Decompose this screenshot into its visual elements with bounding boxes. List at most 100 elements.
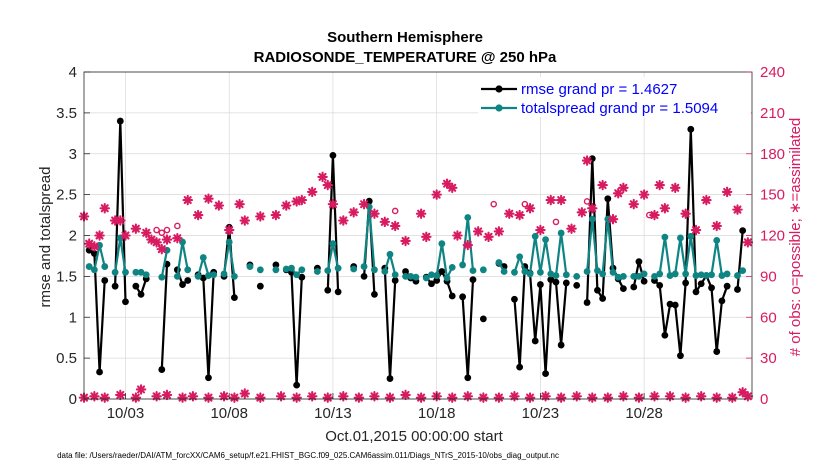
- totalspread-point: [500, 268, 508, 275]
- obs-assimilated-point: [535, 224, 546, 236]
- obs-assimilated-low-point: [291, 392, 302, 403]
- obs-assimilated-low-point-stroke: [557, 393, 566, 402]
- totalspread-point: [619, 272, 627, 280]
- obs-assimilated-point: [618, 182, 629, 194]
- obs-assimilated-low-point: [99, 392, 110, 403]
- chart-title-line1: Southern Hemisphere: [327, 29, 483, 46]
- obs-assimilated-point-stroke: [370, 209, 379, 218]
- obs-assimilated-low-point-stroke: [178, 393, 187, 402]
- obs-assimilated-point-stroke: [204, 194, 213, 203]
- x-tick-label: 10/13: [314, 405, 352, 422]
- obs-assimilated-point: [431, 189, 442, 200]
- totalspread-point: [407, 272, 415, 280]
- obs-assimilated-point: [389, 220, 401, 232]
- totalspread-point: [702, 272, 710, 279]
- obs-assimilated-point-stroke: [494, 227, 503, 236]
- grid: [84, 71, 752, 400]
- obs-assimilated-point: [462, 239, 474, 251]
- obs-assimilated-low-point-stroke: [463, 392, 472, 401]
- footnote: data file: /Users/raeder/DAI/ATM_forcXX/…: [57, 451, 559, 460]
- rmse-point: [386, 375, 394, 382]
- totalspread-point: [90, 266, 98, 274]
- totalspread-point: [371, 266, 378, 274]
- totalspread-point: [282, 265, 290, 273]
- obs-assimilated-point-stroke: [546, 196, 555, 205]
- totalspread-point: [469, 267, 477, 275]
- obs-assimilated-point: [296, 194, 308, 206]
- totalspread-point: [324, 267, 332, 275]
- y-tick-left-label: 3: [69, 146, 77, 163]
- obs-possible-series: [153, 198, 653, 237]
- rmse-point: [334, 288, 342, 296]
- rmse-point: [137, 290, 145, 298]
- obs-assimilated-point: [711, 220, 722, 232]
- totalspread-point: [402, 272, 409, 280]
- obs-assimilated-point: [669, 182, 681, 194]
- totalspread-point: [526, 270, 534, 278]
- totalspread-point: [511, 268, 518, 276]
- obs-assimilated-low-point-stroke: [162, 390, 172, 399]
- rmse-point: [557, 341, 565, 349]
- obs-assimilated-point: [638, 189, 650, 200]
- obs-assimilated-point-stroke: [157, 245, 166, 254]
- obs-assimilated-point-stroke: [194, 211, 203, 220]
- obs-assimilated-low-point-stroke: [401, 390, 410, 399]
- totalspread-line: [160, 249, 169, 278]
- obs-assimilated-point: [607, 213, 619, 225]
- totalspread-point: [516, 253, 524, 261]
- totalspread-point: [547, 270, 555, 278]
- obs-assimilated-point-stroke: [557, 196, 566, 205]
- legend: rmse grand pr = 1.4627 totalspread grand…: [478, 77, 751, 117]
- rmse-point: [111, 282, 119, 290]
- obs-assimilated-point-stroke: [640, 190, 649, 199]
- rmse-point: [671, 301, 679, 309]
- totalspread-point: [184, 266, 192, 274]
- obs-assimilated-point-stroke: [256, 212, 265, 221]
- obs-assimilated-low-point: [353, 392, 365, 403]
- obs-assimilated-point: [732, 204, 743, 215]
- obs-assimilated-low-point-stroke: [131, 393, 140, 402]
- totalspread-point: [381, 268, 389, 275]
- obs-assimilated-point-stroke: [422, 232, 431, 241]
- totalspread-point: [573, 272, 581, 280]
- totalspread-point: [692, 272, 700, 279]
- y-tick-left-label: 2.5: [56, 187, 77, 204]
- totalspread-point: [682, 270, 690, 278]
- rmse-point: [90, 250, 98, 257]
- totalspread-point: [142, 271, 150, 279]
- totalspread-point: [542, 236, 549, 243]
- totalspread-point: [588, 215, 596, 223]
- totalspread-point: [391, 271, 399, 279]
- obs-assimilated-point-stroke: [505, 209, 514, 218]
- rmse-point: [542, 370, 549, 378]
- rmse-point: [132, 282, 140, 290]
- y-tick-right-label: 180: [760, 146, 785, 163]
- totalspread-point: [640, 270, 648, 278]
- totalspread-point: [448, 263, 456, 271]
- obs-assimilated-point: [649, 209, 660, 221]
- obs-assimilated-low-point-stroke: [572, 392, 581, 401]
- totalspread-point: [111, 268, 119, 276]
- obs-assimilated-point-stroke: [691, 226, 701, 235]
- rmse-point: [298, 273, 306, 281]
- obs-possible-point: [158, 229, 166, 237]
- totalspread-point: [199, 254, 207, 261]
- obs-assimilated-low-point-stroke: [90, 392, 99, 401]
- y-tick-right-label: 0: [760, 391, 768, 408]
- totalspread-point: [495, 259, 503, 266]
- y-tick-right-label: 210: [760, 105, 785, 122]
- obs-assimilated-point: [115, 215, 126, 226]
- rmse-point: [158, 366, 166, 373]
- obs-assimilated-point: [239, 215, 251, 226]
- obs-assimilated-point-stroke: [629, 200, 638, 209]
- obs-assimilated-low-point: [322, 392, 334, 403]
- obs-assimilated-low-point-stroke: [188, 392, 197, 401]
- obs-assimilated-point: [358, 198, 370, 210]
- y-tick-right-label: 150: [760, 187, 785, 204]
- obs-assimilated-low-point-stroke: [743, 392, 752, 401]
- y-tick-left-label: 3.5: [56, 105, 77, 122]
- obs-assimilated-point-stroke: [417, 209, 426, 218]
- obs-assimilated-low-point-stroke: [697, 392, 706, 401]
- obs-possible-point: [490, 200, 498, 208]
- obs-assimilated-point: [415, 208, 427, 219]
